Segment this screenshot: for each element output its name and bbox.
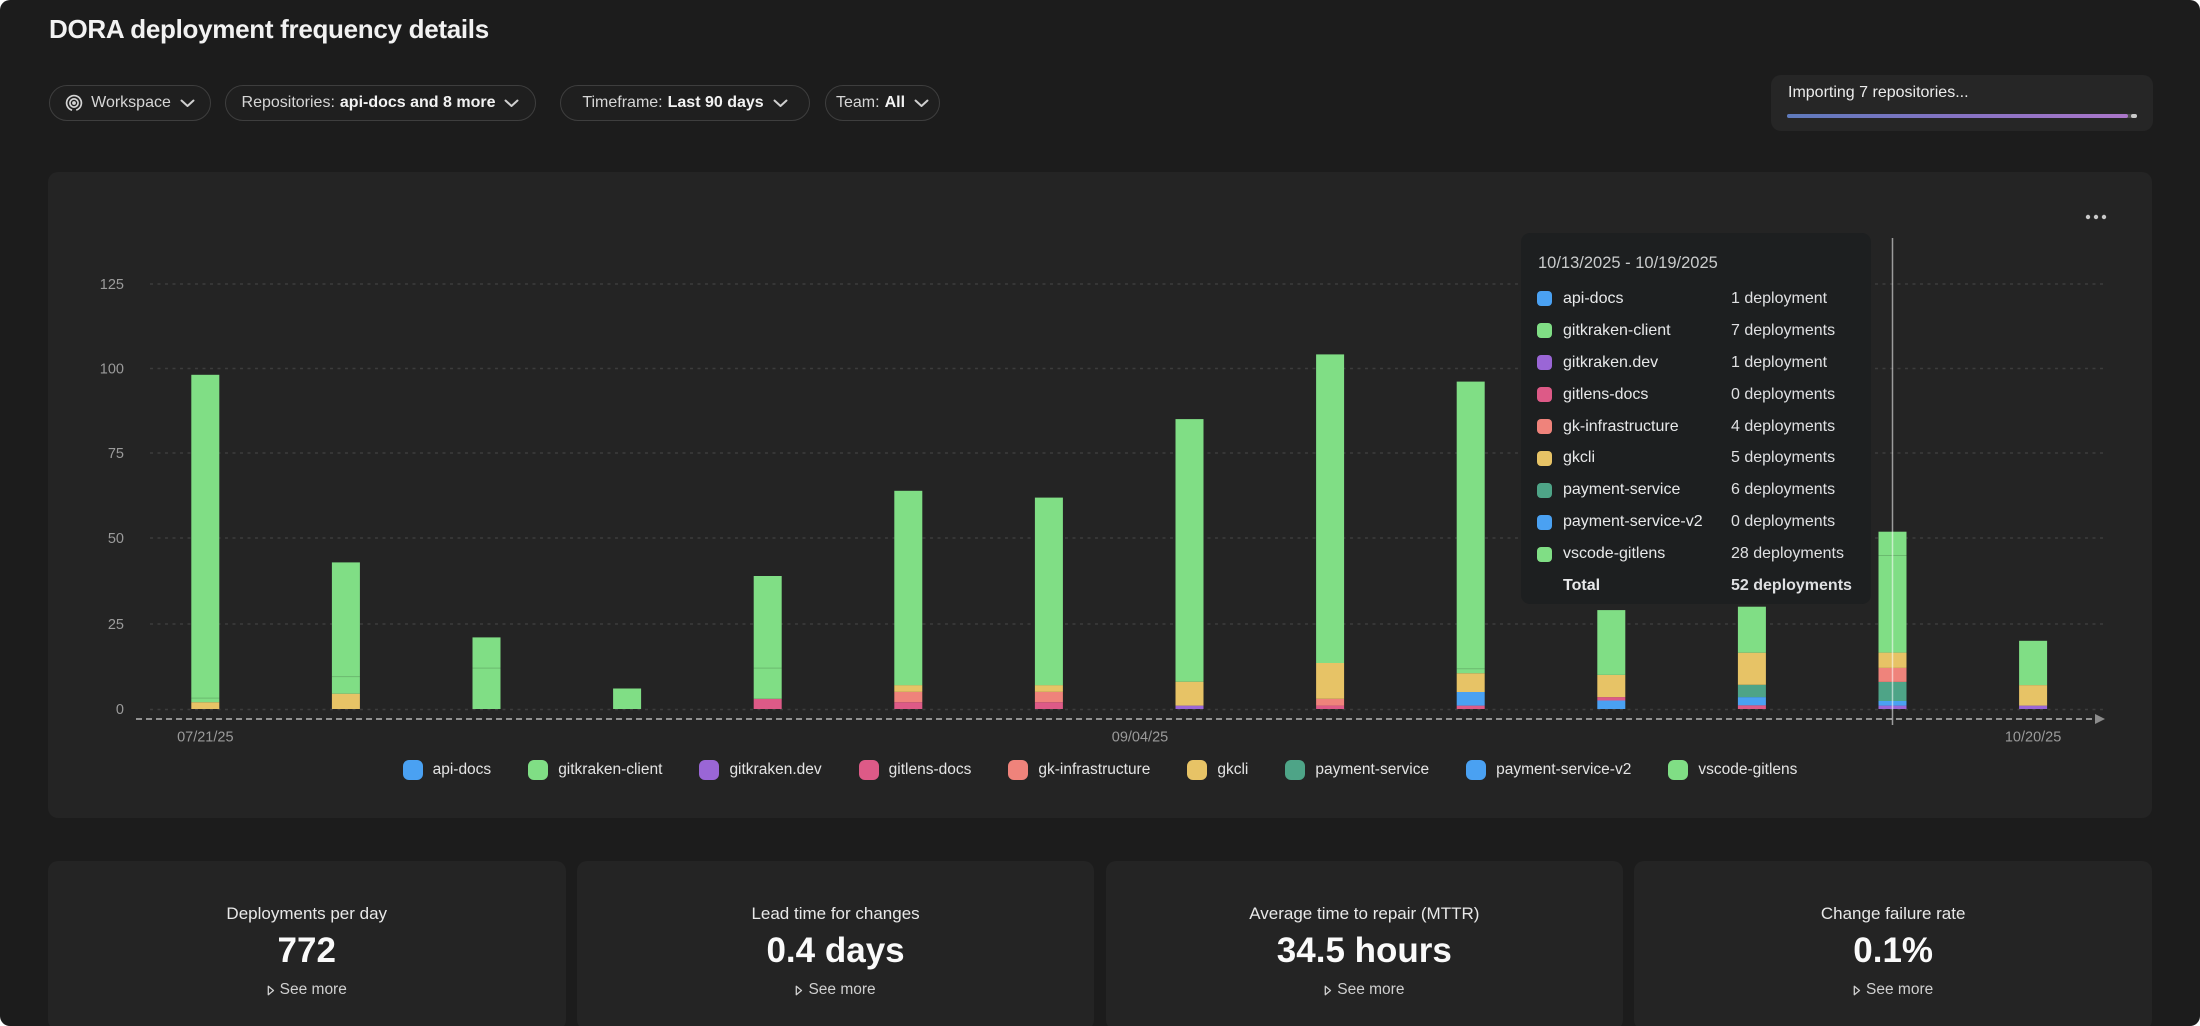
svg-text:10/20/25: 10/20/25 [2005, 730, 2061, 746]
svg-text:100: 100 [100, 362, 124, 378]
svg-text:0: 0 [116, 702, 124, 718]
svg-text:75: 75 [108, 446, 124, 462]
svg-text:50: 50 [108, 531, 124, 547]
svg-text:07/21/25: 07/21/25 [177, 730, 233, 746]
svg-text:125: 125 [100, 277, 124, 293]
svg-text:09/04/25: 09/04/25 [1112, 730, 1168, 746]
svg-text:25: 25 [108, 617, 124, 633]
